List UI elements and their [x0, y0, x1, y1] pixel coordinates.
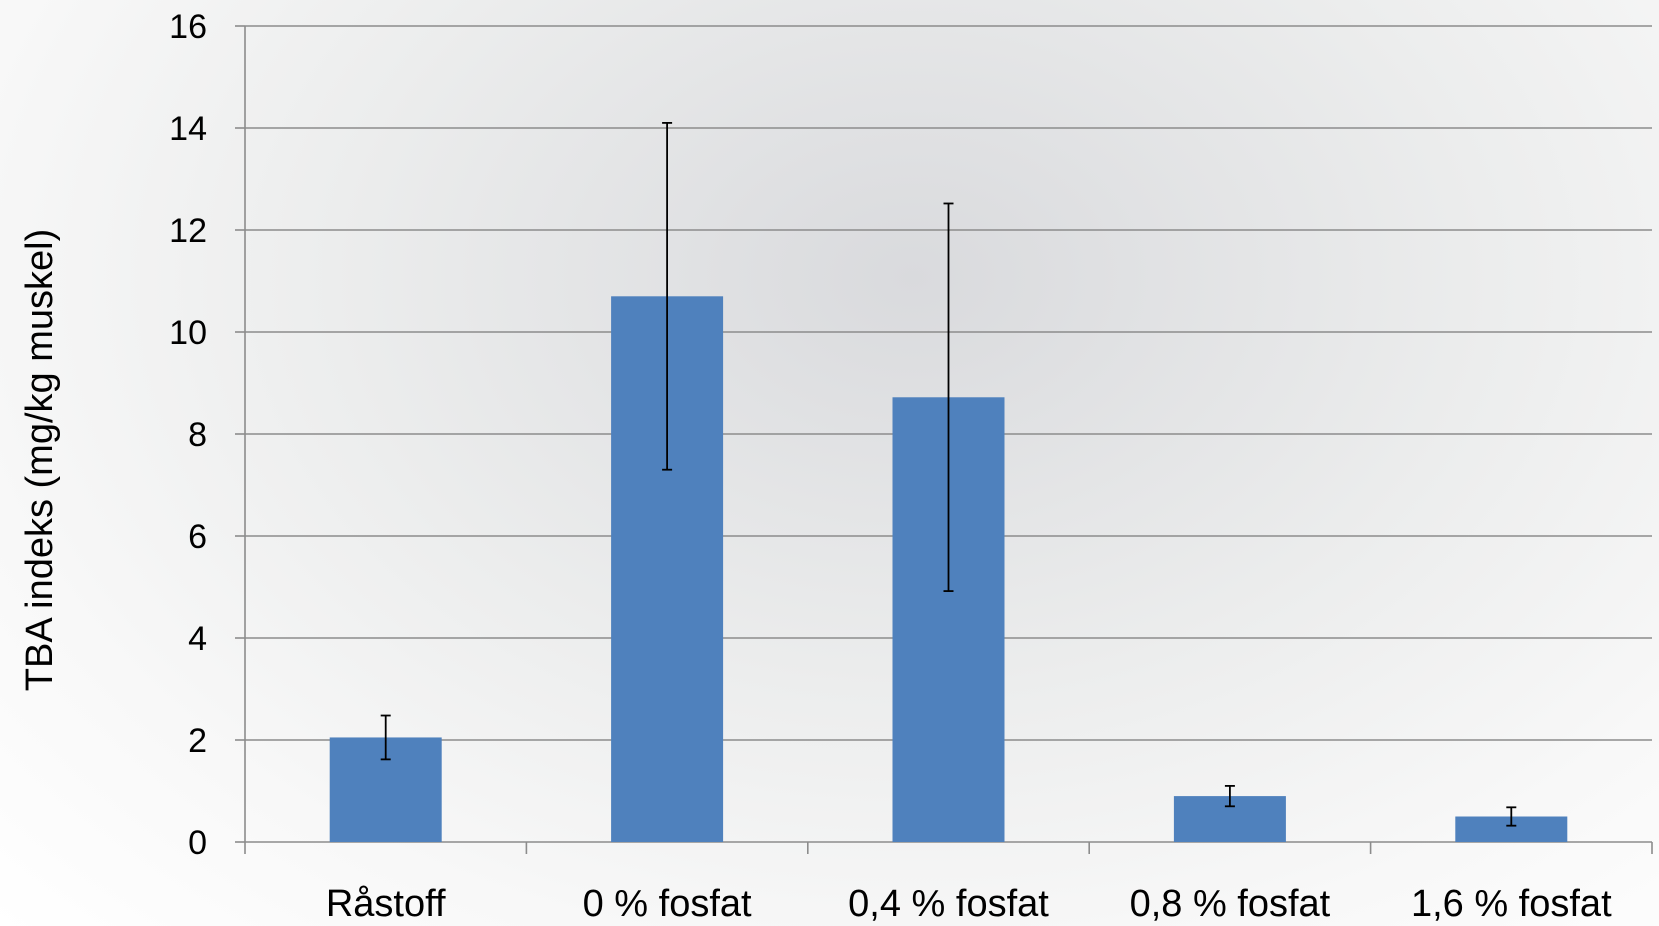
y-tick-label: 8	[188, 416, 207, 454]
y-tick-label: 12	[169, 212, 207, 250]
y-tick-label: 4	[188, 620, 207, 658]
y-tick-label: 0	[188, 824, 207, 862]
x-tick-label: 0 % fosfat	[583, 883, 752, 925]
x-tick-label: 0,4 % fosfat	[848, 883, 1049, 925]
x-tick-label: Råstoff	[326, 883, 446, 925]
y-tick-label: 2	[188, 722, 207, 760]
error-bars	[380, 122, 1517, 827]
y-tick-label: 14	[169, 110, 207, 148]
x-tick-label: 1,6 % fosfat	[1411, 883, 1612, 925]
x-tick-labels: Råstoff 0 % fosfat 0,4 % fosfat 0,8 % fosfa…	[326, 883, 1612, 925]
y-tick-label: 6	[188, 518, 207, 556]
y-tick-labels: 0 2 4 6 8 10 12 14 16	[169, 8, 207, 862]
y-tick-label: 16	[169, 8, 207, 46]
x-tick-label: 0,8 % fosfat	[1130, 883, 1331, 925]
y-tick-label: 10	[169, 314, 207, 352]
y-axis-label: TBA indeks (mg/kg muskel)	[19, 229, 61, 691]
